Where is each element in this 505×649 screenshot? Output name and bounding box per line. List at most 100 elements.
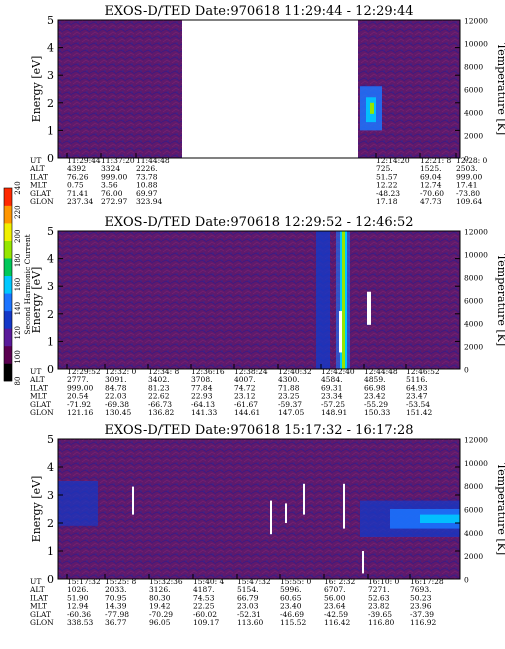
- y-right-tick-label: 10000: [464, 40, 488, 49]
- table-cell: 7271.: [368, 585, 389, 594]
- table-cell: 5116.: [406, 375, 427, 384]
- y-tick-label: 5: [47, 433, 54, 446]
- table-cell: 2777.: [67, 375, 88, 384]
- table-row-label: ALT: [29, 375, 45, 384]
- y-axis-label: Energy [eV]: [30, 267, 43, 334]
- table-cell: 69.04: [420, 172, 442, 181]
- table-cell: 36.77: [105, 618, 127, 627]
- table-cell: 15:55: 0: [280, 577, 312, 586]
- table-cell: -46.69: [280, 610, 304, 619]
- table-cell: -52.31: [237, 610, 261, 619]
- saturation-mark: [367, 291, 371, 325]
- table-cell: 12:42:40: [321, 367, 355, 376]
- spectrogram-panel-3: EXOS-D/TED Date:970618 15:17:32 - 16:17:…: [29, 423, 505, 627]
- table-cell: 73.78: [136, 172, 158, 181]
- colorbar-segment: [4, 205, 12, 224]
- table-cell: 12:36:16: [191, 367, 225, 376]
- table-cell: 4007.: [234, 375, 255, 384]
- table-cell: 4584.: [321, 375, 342, 384]
- table-cell: 52.63: [368, 593, 390, 602]
- y-right-tick-label: 8000: [464, 482, 483, 491]
- table-cell: 3.56: [101, 181, 118, 190]
- saturation-mark: [132, 486, 134, 515]
- table-cell: 11:37:20: [101, 156, 135, 165]
- table-cell: 23.03: [237, 602, 259, 611]
- table-cell: 23.42: [364, 392, 386, 401]
- colorbar-frame: [3, 187, 13, 382]
- spectrogram-image: [58, 231, 460, 369]
- table-cell: 23.25: [278, 392, 300, 401]
- y-axis-label: Energy [eV]: [30, 476, 43, 543]
- y-right-tick-label: 2000: [464, 132, 483, 141]
- table-cell: 14.39: [105, 602, 127, 611]
- y-tick-label: 3: [47, 69, 54, 82]
- table-row-label: UT: [30, 577, 41, 586]
- plot-frame: [57, 19, 461, 159]
- y-right-tick-label: 10000: [464, 251, 488, 260]
- plasma-feature: [58, 481, 98, 526]
- table-cell: 17.41: [456, 181, 477, 190]
- plasma-feature: [420, 514, 460, 523]
- panel-title: EXOS-D/TED Date:970618 11:29:44 - 12:29:…: [104, 4, 413, 19]
- y-right-tick-label: 12000: [464, 436, 488, 445]
- colorbar-tick-label: 140: [14, 302, 22, 315]
- table-cell: 999.00: [101, 172, 127, 181]
- table-cell: 237.34: [67, 197, 93, 206]
- y-right-tick-label: 4000: [464, 320, 483, 329]
- table-cell: 141.33: [191, 408, 217, 417]
- table-cell: 12.22: [376, 181, 398, 190]
- table-cell: -57.25: [321, 400, 345, 409]
- table-cell: 80.30: [149, 593, 171, 602]
- y-right-tick-label: 2000: [464, 552, 483, 561]
- table-cell: 272.97: [101, 197, 127, 206]
- y-right-axis-label: Temperature [K]: [495, 43, 505, 135]
- table-cell: 69.97: [136, 189, 158, 198]
- y-right-tick-label: 6000: [464, 297, 483, 306]
- y-axis-label: Energy [eV]: [30, 56, 43, 123]
- saturation-mark: [362, 551, 364, 574]
- table-row-label: ILAT: [30, 593, 48, 602]
- table-cell: 3708.: [191, 375, 212, 384]
- table-cell: -39.65: [368, 610, 392, 619]
- table-cell: 22.93: [191, 392, 213, 401]
- colorbar-label: Second Harmonic Current: [23, 234, 32, 334]
- plot-frame: [57, 230, 461, 370]
- table-cell: -69.38: [105, 400, 129, 409]
- table-cell: 51.90: [67, 593, 89, 602]
- colorbar-tick-label: 120: [14, 326, 22, 339]
- table-cell: 12:38:24: [234, 367, 268, 376]
- colorbar-segment: [4, 310, 12, 329]
- table-cell: 5154.: [237, 585, 258, 594]
- table-cell: 121.16: [67, 408, 93, 417]
- table-cell: 116.80: [368, 618, 394, 627]
- data-gap: [182, 20, 358, 158]
- table-cell: 60.65: [280, 593, 302, 602]
- table-cell: -55.29: [364, 400, 388, 409]
- y-tick-label: 0: [47, 152, 54, 165]
- table-cell: 725.: [376, 164, 393, 173]
- table-cell: 338.53: [67, 618, 93, 627]
- table-cell: 84.78: [105, 383, 127, 392]
- table-cell: 71.41: [67, 189, 88, 198]
- colorbar-tick-label: 200: [14, 230, 22, 243]
- table-cell: -59.37: [278, 400, 302, 409]
- table-cell: 136.82: [148, 408, 174, 417]
- table-row-label: ALT: [29, 164, 45, 173]
- table-row-label: GLAT: [30, 610, 51, 619]
- table-cell: 147.05: [278, 408, 304, 417]
- table-row-label: GLON: [30, 197, 54, 206]
- table-row-label: MLT: [30, 181, 47, 190]
- spectrogram-panel-2: EXOS-D/TED Date:970618 12:29:52 - 12:46:…: [29, 215, 505, 417]
- table-cell: 76.00: [101, 189, 123, 198]
- y-tick-label: 1: [47, 124, 54, 137]
- saturation-mark: [339, 311, 342, 353]
- table-cell: -37.39: [410, 610, 434, 619]
- table-cell: 1525.: [420, 164, 441, 173]
- table-cell: 999.00: [67, 383, 93, 392]
- table-cell: -70.29: [149, 610, 173, 619]
- table-cell: 3091.: [105, 375, 126, 384]
- table-cell: -60.36: [67, 610, 91, 619]
- saturation-mark: [343, 483, 345, 529]
- table-cell: 15:25: 8: [105, 577, 137, 586]
- y-tick-label: 1: [47, 335, 54, 348]
